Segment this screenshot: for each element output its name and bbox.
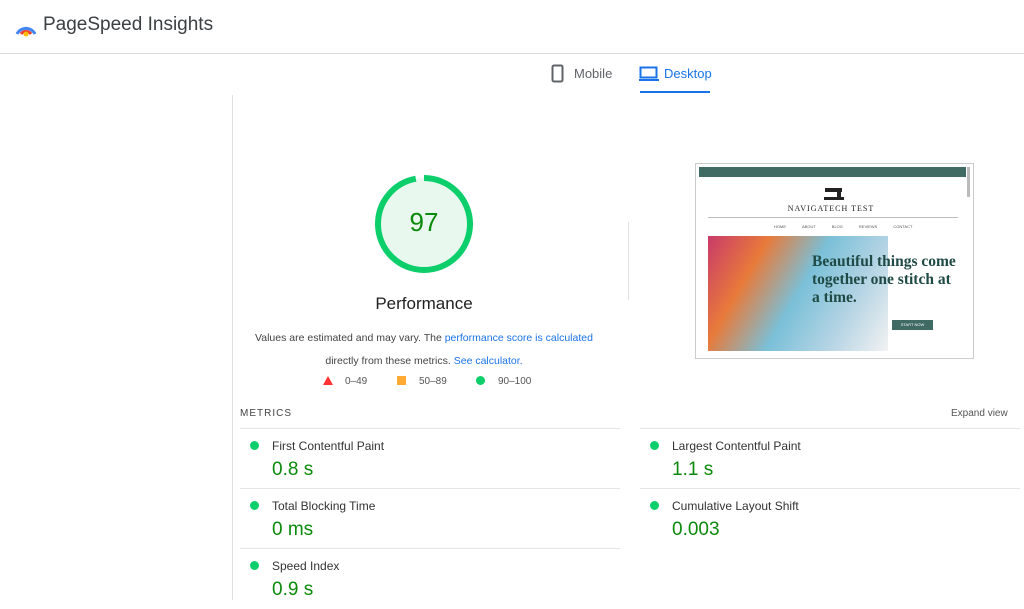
screenshot-thumbnail: NAVIGATECH TEST HOME ABOUT BLOG REVIEWS CONT… xyxy=(695,163,974,359)
site-logo xyxy=(824,188,844,200)
score-gauge: 97 xyxy=(375,175,473,273)
legend-label: 90–100 xyxy=(498,376,532,387)
legend-average xyxy=(397,376,406,385)
description: Values are estimated and may vary. The p… xyxy=(250,327,598,373)
divider xyxy=(628,222,629,300)
metric: First Contentful Paint 0.8 s xyxy=(240,428,620,489)
tab-mobile[interactable]: Mobile xyxy=(574,66,613,81)
app-title: PageSpeed Insights xyxy=(43,14,214,35)
metric: Cumulative Layout Shift 0.003 xyxy=(640,488,1020,549)
text: directly from these metrics. xyxy=(325,355,454,367)
site-name: NAVIGATECH TEST xyxy=(787,204,875,213)
metric: Largest Contentful Paint 1.1 s xyxy=(640,428,1020,489)
metric-label: Total Blocking Time xyxy=(272,499,376,513)
tab-underline xyxy=(640,91,710,93)
nav-item: ABOUT xyxy=(802,224,816,229)
nav-item: REVIEWS xyxy=(858,224,878,229)
metric-value: 1.1 s xyxy=(672,459,714,480)
category-title: Performance xyxy=(375,294,473,313)
nav-item: BLOG xyxy=(831,224,843,229)
metric-label: Speed Index xyxy=(272,559,340,573)
status-dot xyxy=(650,501,659,510)
desktop-icon xyxy=(639,66,659,81)
header xyxy=(0,0,1024,54)
rule xyxy=(708,217,958,218)
text: Values are estimated and may vary. The xyxy=(255,332,445,344)
metric: Total Blocking Time 0 ms xyxy=(240,488,620,549)
metric-label: First Contentful Paint xyxy=(272,439,385,453)
link[interactable]: See calculator. xyxy=(453,355,523,367)
mobile-icon xyxy=(551,64,564,83)
metric-label: Cumulative Layout Shift xyxy=(672,499,799,513)
nav-item: CONTACT xyxy=(893,224,913,229)
metrics-heading: METRICS xyxy=(240,408,292,419)
logo xyxy=(15,26,37,37)
hero-button: START NOW xyxy=(892,320,933,330)
status-dot xyxy=(250,501,259,510)
hero-image xyxy=(708,236,888,351)
tab-desktop[interactable]: Desktop xyxy=(664,66,712,81)
status-dot xyxy=(650,441,659,450)
metric-value: 0.9 s xyxy=(272,579,314,600)
gauge-bg xyxy=(378,178,470,270)
metric-value: 0 ms xyxy=(272,519,314,540)
metric-label: Largest Contentful Paint xyxy=(672,439,801,453)
status-dot xyxy=(250,441,259,450)
metric: Speed Index 0.9 s xyxy=(240,548,620,609)
legend-label: 50–89 xyxy=(419,376,447,387)
metric-value: 0.003 xyxy=(672,519,720,540)
hero-headline: Beautiful things come together one stitc… xyxy=(812,253,956,306)
status-dot xyxy=(250,561,259,570)
legend-label: 0–49 xyxy=(345,376,368,387)
site-topbar xyxy=(699,167,966,177)
nav-item: HOME xyxy=(774,224,786,229)
divider xyxy=(232,95,233,600)
site-nav: HOME ABOUT BLOG REVIEWS CONTACT xyxy=(774,224,912,229)
legend-fail xyxy=(323,376,333,385)
score: 97 xyxy=(410,207,439,237)
link[interactable]: performance score is calculated xyxy=(444,332,593,344)
scrollbar xyxy=(967,167,970,197)
expand-view[interactable]: Expand view xyxy=(951,408,1008,419)
score-arc xyxy=(375,175,473,273)
metric-value: 0.8 s xyxy=(272,459,314,480)
legend-pass xyxy=(476,376,485,385)
